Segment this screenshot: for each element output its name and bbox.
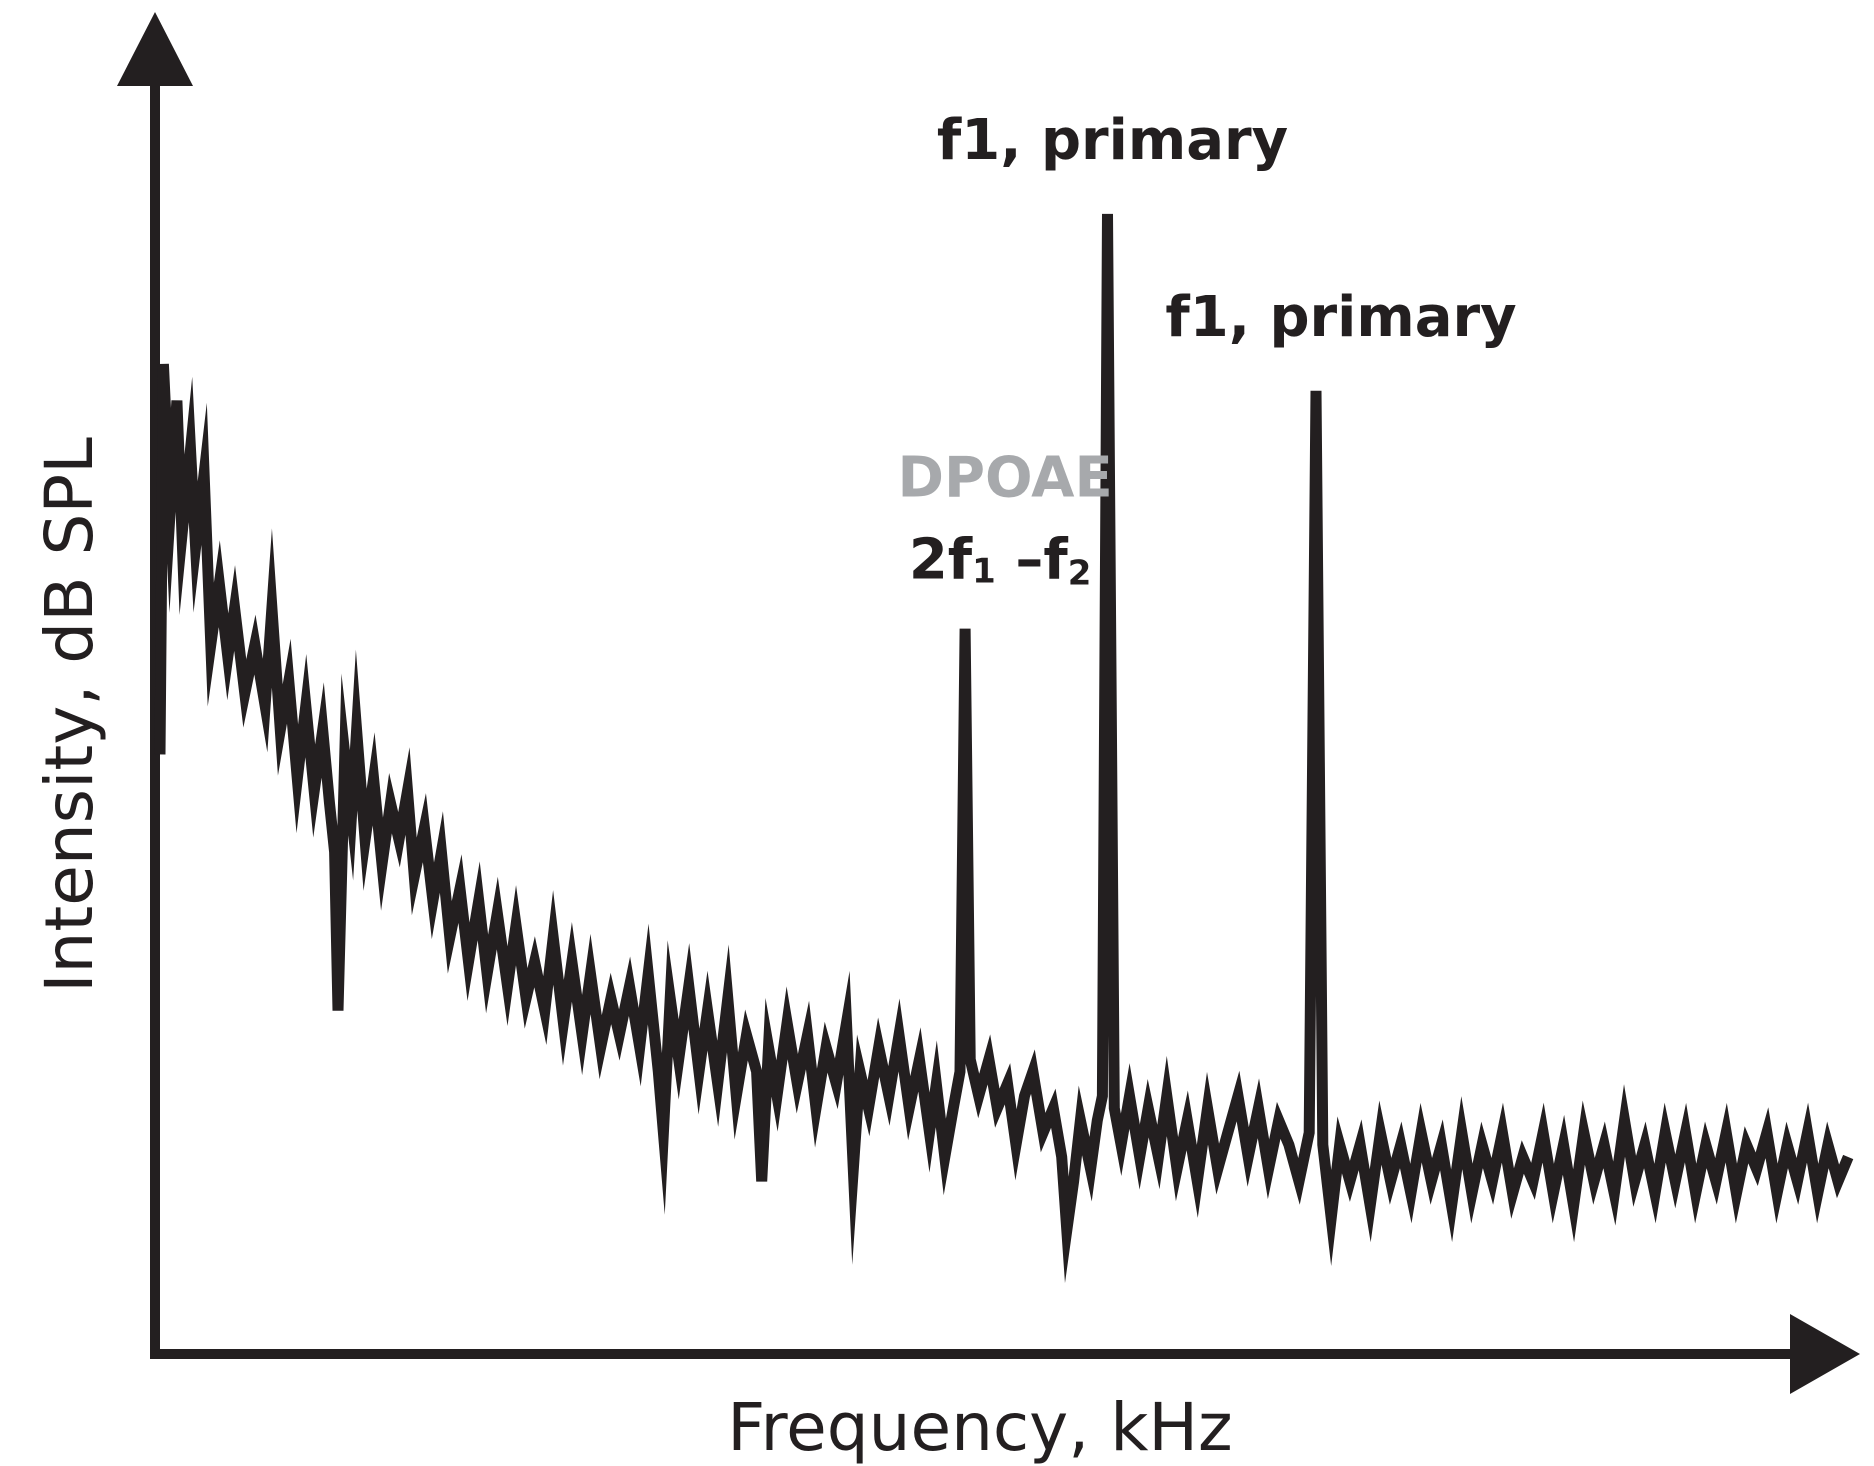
- spectrum-series-line-0: [154, 213, 1854, 1284]
- spectrum-trace-group: [154, 213, 1854, 1284]
- distortion-product-label: 2f1 –f2: [909, 528, 1092, 594]
- dp-label-main: 2f: [909, 528, 973, 593]
- x-axis-arrowhead: [1790, 1314, 1860, 1394]
- dp-label-sub2: 2: [1068, 554, 1092, 594]
- peak-label-f1-primary-1: f1, primary: [937, 108, 1288, 173]
- dp-label-mid: –f: [996, 528, 1068, 593]
- y-axis-title: Intensity, dB SPL: [31, 437, 108, 993]
- x-axis-title: Frequency, kHz: [727, 1389, 1232, 1466]
- peak-label-f1-primary-2: f1, primary: [1165, 285, 1516, 350]
- y-axis-arrowhead: [117, 12, 193, 86]
- dpoae-label: DPOAE: [897, 446, 1112, 511]
- dp-label-sub1: 1: [972, 552, 996, 592]
